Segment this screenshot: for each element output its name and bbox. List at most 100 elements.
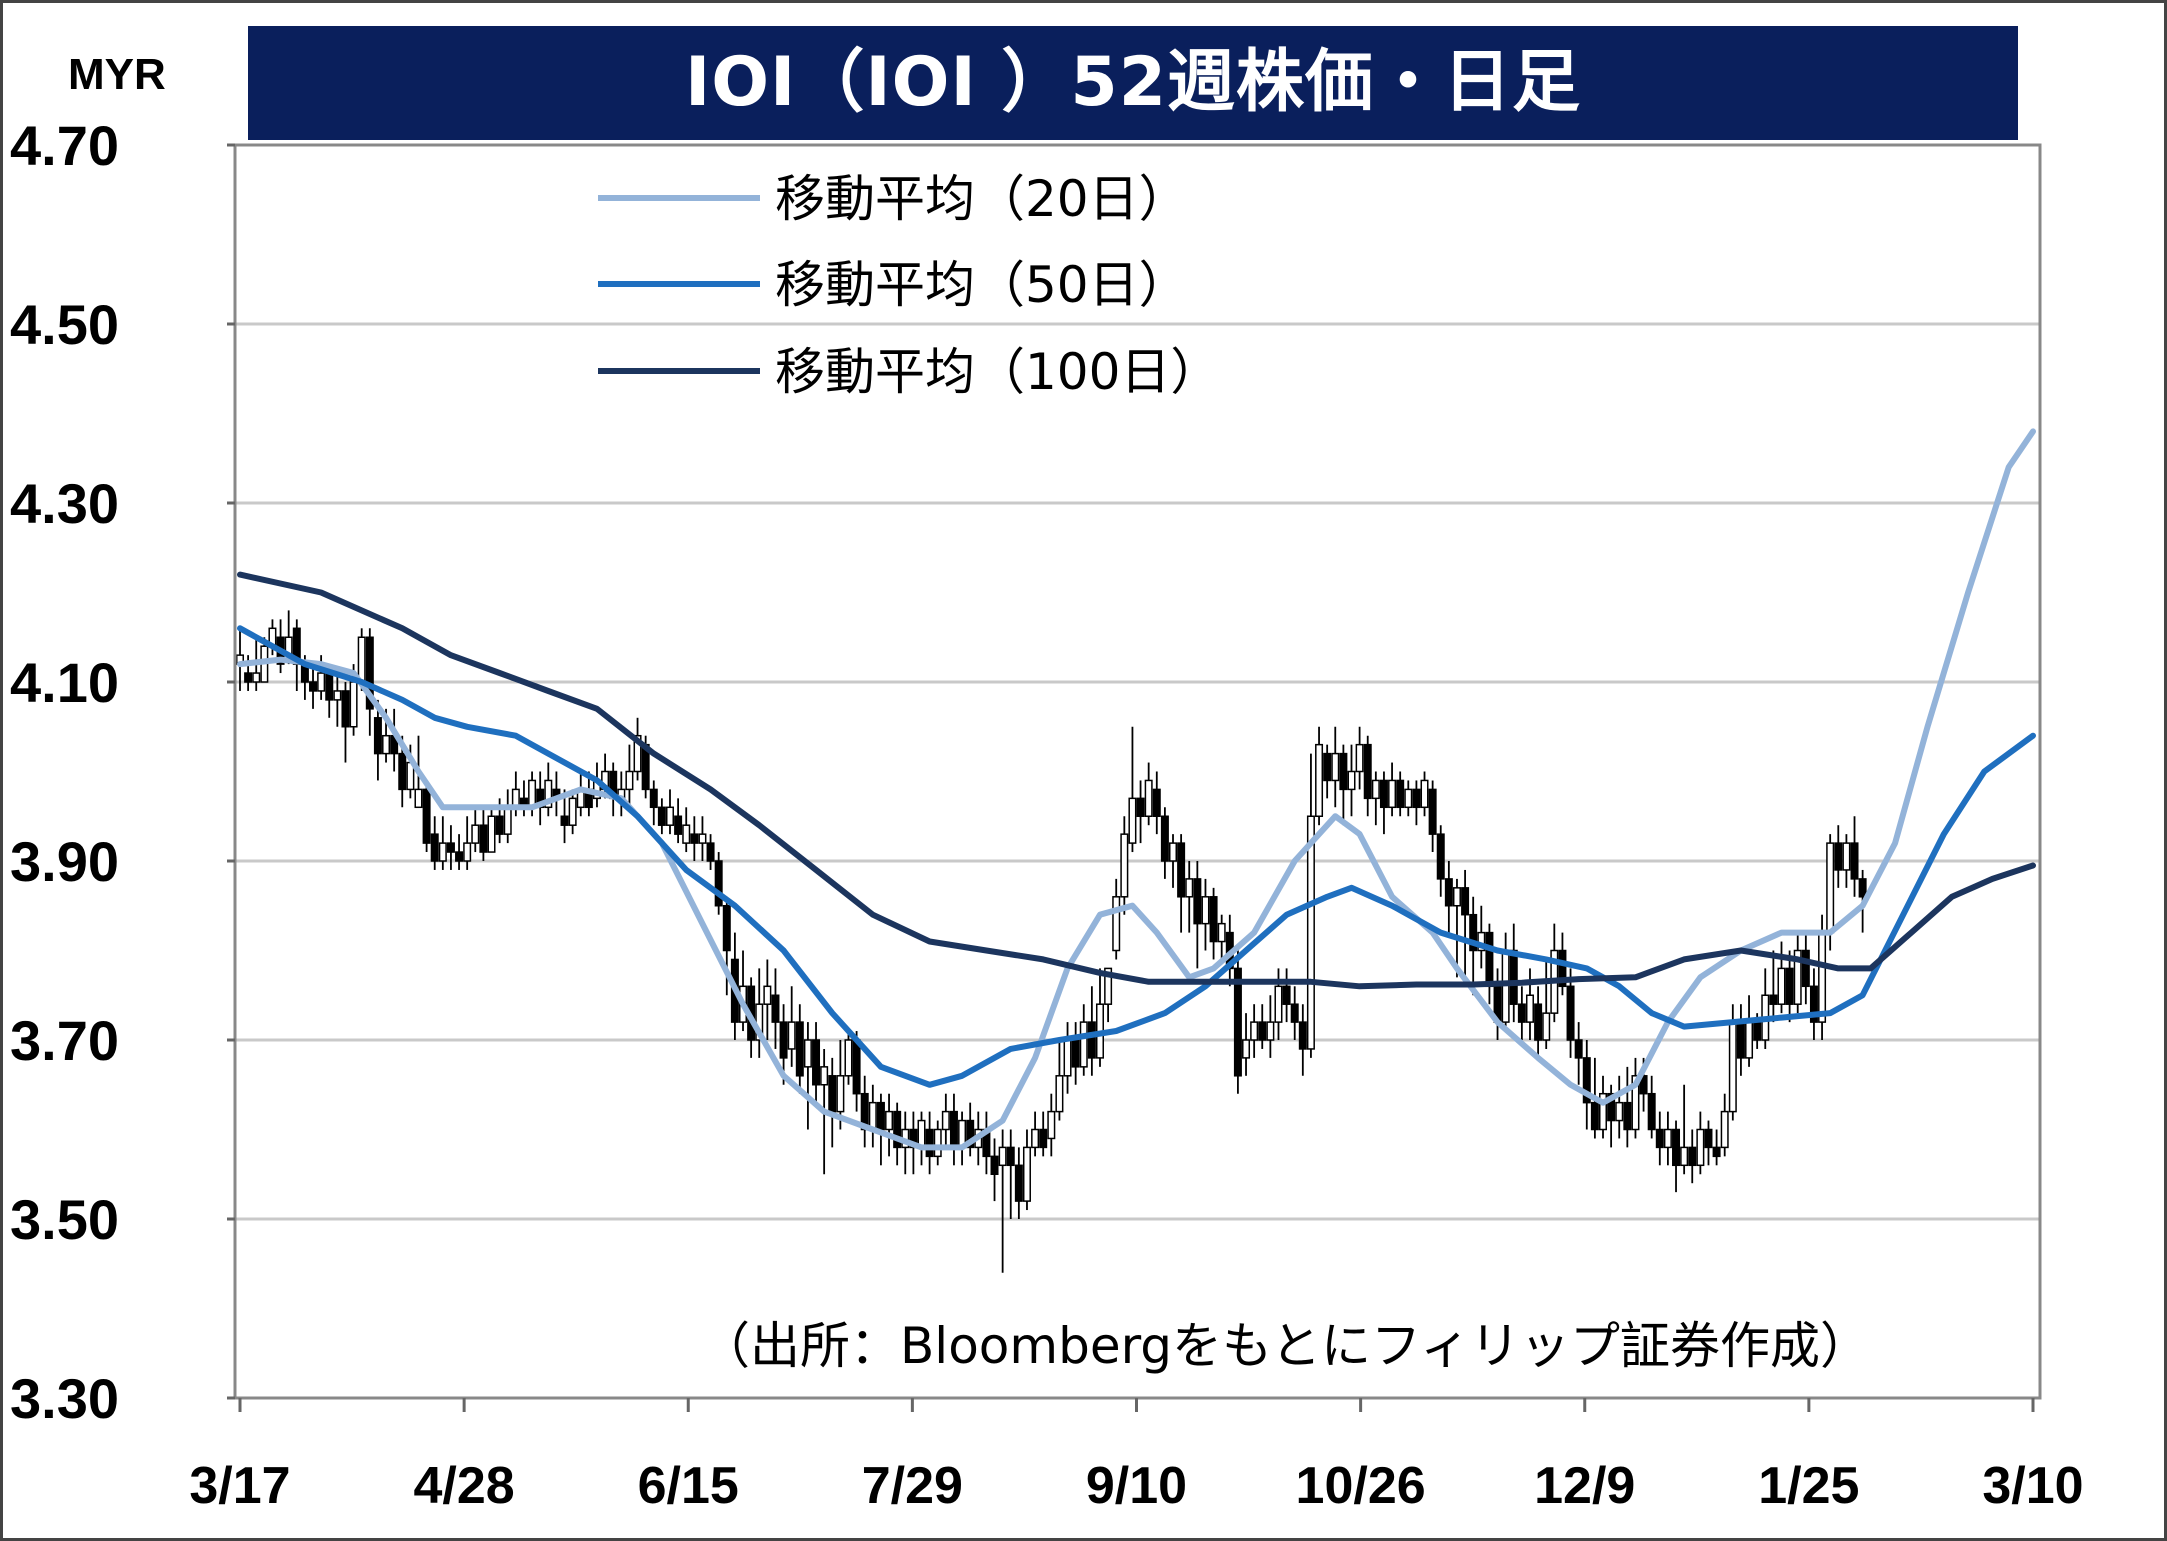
candle <box>982 1111 991 1175</box>
candle <box>1704 1120 1713 1166</box>
candle-body <box>1858 878 1867 898</box>
candle-body <box>1801 949 1810 988</box>
candle <box>1785 950 1794 1023</box>
candle <box>1014 1147 1023 1219</box>
candle-body <box>357 636 366 683</box>
candle <box>1469 896 1478 996</box>
candle-body <box>1655 1128 1664 1149</box>
candle-body <box>1128 797 1137 844</box>
candle <box>1688 1129 1697 1184</box>
candle <box>1736 1004 1745 1076</box>
candle <box>1801 932 1810 1005</box>
candle <box>1347 744 1356 817</box>
moving-average-ma100 <box>237 571 2036 990</box>
candle-body <box>1242 1039 1251 1059</box>
candle <box>536 771 545 826</box>
candle-body <box>455 851 464 862</box>
candle <box>941 1093 950 1148</box>
candle-body <box>990 1155 999 1175</box>
candle <box>463 816 472 870</box>
candle-body <box>398 752 407 791</box>
candle <box>1517 986 1526 1040</box>
y-axis-unit: MYR <box>68 50 166 99</box>
candle-body <box>998 1146 1007 1167</box>
candle-body <box>438 842 447 862</box>
candle-body <box>1079 1021 1088 1068</box>
candle-body <box>1647 1092 1656 1131</box>
candle <box>1152 771 1161 835</box>
candle <box>1006 1129 1015 1219</box>
candle-body <box>1688 1146 1697 1167</box>
candle <box>1615 1075 1624 1139</box>
candle-body <box>844 1039 853 1077</box>
candle-body <box>771 994 780 1023</box>
candle <box>649 780 658 826</box>
y-tick-label: 4.70 <box>10 114 119 177</box>
candle <box>739 950 748 1032</box>
candle-body <box>1469 913 1478 952</box>
candle-body <box>625 770 634 791</box>
candle-body <box>1769 994 1778 1005</box>
candle <box>690 816 699 861</box>
candle <box>1623 1066 1632 1148</box>
candle <box>1550 923 1559 1023</box>
candle <box>1436 825 1445 897</box>
candle-body <box>1169 842 1178 862</box>
candle <box>1485 923 1494 1005</box>
candle <box>1647 1075 1656 1139</box>
candle <box>430 816 439 870</box>
candle-body <box>763 985 772 1005</box>
candle-body <box>690 833 699 844</box>
candle <box>1323 744 1332 799</box>
candle <box>1136 780 1145 844</box>
legend-label: 移動平均（20日） <box>775 170 1189 228</box>
candle-body <box>1323 752 1332 782</box>
candle <box>1193 861 1202 969</box>
candle-body <box>560 815 569 826</box>
x-tick-labels: 3/17 4/28 6/15 7/29 9/10 10/26 12/9 1/25 3/10 <box>189 1457 2083 1515</box>
axes <box>227 143 2042 1412</box>
candle-body <box>365 636 374 710</box>
candle-body <box>1777 967 1786 1005</box>
candle-body <box>1217 922 1226 943</box>
candle-body <box>949 1110 958 1149</box>
candle-body <box>487 815 496 853</box>
candle <box>763 959 772 1040</box>
candle-body <box>876 1101 885 1131</box>
candle-body <box>1412 788 1421 809</box>
candle-body <box>1615 1101 1624 1122</box>
candle-body <box>812 1039 821 1086</box>
candle-body <box>1055 1075 1064 1113</box>
candle-body <box>544 779 553 809</box>
moving-average-lines <box>237 428 2036 1151</box>
candle-body <box>1250 1021 1259 1041</box>
candle <box>1355 726 1364 790</box>
candle <box>519 780 528 817</box>
candle <box>1079 1004 1088 1076</box>
candle <box>446 825 455 870</box>
candle <box>1509 923 1518 1023</box>
candle-body <box>1728 1021 1737 1113</box>
candle-body <box>463 842 472 862</box>
legend: 移動平均（20日） 移動平均（50日） 移動平均（100日） <box>598 170 1220 401</box>
candle-body <box>382 734 391 755</box>
candle-body <box>1826 842 1835 934</box>
candle-body <box>1152 788 1161 818</box>
legend-label: 移動平均（50日） <box>775 256 1189 314</box>
candle <box>893 1102 902 1166</box>
candle-body <box>1201 896 1210 925</box>
candle <box>333 673 342 727</box>
source-note: （出所：Bloombergをもとにフィリップ証券作成） <box>700 1317 1870 1375</box>
candle <box>438 816 447 870</box>
candle <box>1680 1084 1689 1175</box>
candle <box>1842 834 1851 888</box>
candle <box>552 771 561 817</box>
candle-body <box>1185 878 1194 898</box>
legend-item-ma20: 移動平均（20日） <box>598 170 1189 228</box>
candle <box>1655 1111 1664 1166</box>
candle-body <box>568 797 577 826</box>
candle-body <box>665 806 674 826</box>
candle-body <box>1104 967 1113 1005</box>
candle <box>1663 1111 1672 1166</box>
x-tick-label: 3/17 <box>189 1457 290 1515</box>
